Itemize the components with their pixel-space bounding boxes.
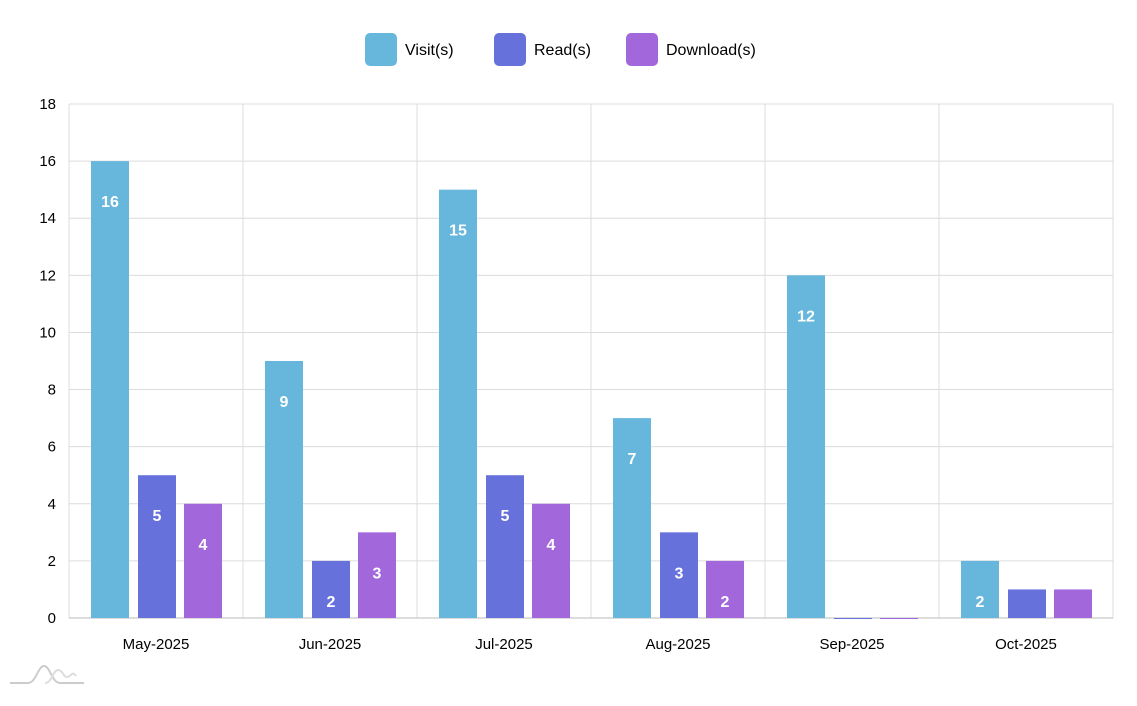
- legend-label: Download(s): [666, 42, 756, 59]
- bar-visits: [613, 418, 651, 618]
- bar-reads: [486, 475, 524, 618]
- bar-reads: [834, 618, 872, 619]
- y-tick-label: 8: [48, 382, 56, 399]
- logo-curve: [44, 668, 77, 684]
- data-label: 3: [675, 565, 684, 582]
- y-tick-label: 18: [39, 96, 56, 113]
- bar-visits: [91, 161, 129, 618]
- bar-visits: [439, 189, 477, 618]
- data-label: 2: [721, 594, 730, 611]
- bar-reads: [138, 475, 176, 618]
- data-label: 7: [628, 451, 637, 468]
- y-tick-label: 12: [39, 267, 56, 284]
- data-label: 5: [153, 508, 162, 525]
- data-label: 2: [976, 594, 985, 611]
- legend-marker: [494, 33, 526, 66]
- x-tick-label: Oct-2025: [995, 636, 1057, 653]
- bar-visits: [787, 275, 825, 618]
- bar-downloads: [532, 503, 570, 618]
- x-tick-label: May-2025: [123, 636, 190, 653]
- y-tick-label: 4: [48, 496, 56, 513]
- bar-visits: [265, 361, 303, 618]
- data-label: 2: [327, 594, 336, 611]
- data-label: 3: [373, 565, 382, 582]
- bar-reads: [1008, 589, 1046, 618]
- amcharts-logo-icon: [10, 664, 84, 684]
- bar-downloads: [358, 532, 396, 618]
- data-label: 12: [797, 308, 815, 325]
- y-tick-label: 2: [48, 553, 56, 570]
- bar-downloads: [706, 560, 744, 618]
- bar-visits: [961, 560, 999, 618]
- y-tick-label: 16: [39, 153, 56, 170]
- bar-reads: [660, 532, 698, 618]
- data-label: 15: [449, 223, 467, 240]
- y-tick-label: 10: [39, 324, 56, 341]
- bar-downloads: [880, 618, 918, 619]
- data-label: 5: [501, 508, 510, 525]
- x-tick-label: Jun-2025: [299, 636, 362, 653]
- logo-curve: [10, 664, 84, 684]
- legend-marker: [626, 33, 658, 66]
- legend-label: Read(s): [534, 42, 591, 59]
- y-tick-label: 6: [48, 439, 56, 456]
- x-tick-label: Jul-2025: [475, 636, 533, 653]
- x-tick-label: Sep-2025: [819, 636, 884, 653]
- data-label: 4: [547, 537, 556, 554]
- bar-downloads: [1054, 589, 1092, 618]
- data-label: 16: [101, 194, 119, 211]
- legend-marker: [365, 33, 397, 66]
- bar-reads: [312, 560, 350, 618]
- y-tick-label: 0: [48, 610, 56, 627]
- data-label: 9: [280, 394, 289, 411]
- legend-label: Visit(s): [405, 42, 454, 59]
- data-label: 4: [199, 537, 208, 554]
- x-tick-label: Aug-2025: [645, 636, 710, 653]
- bar-downloads: [184, 503, 222, 618]
- y-tick-label: 14: [39, 210, 56, 227]
